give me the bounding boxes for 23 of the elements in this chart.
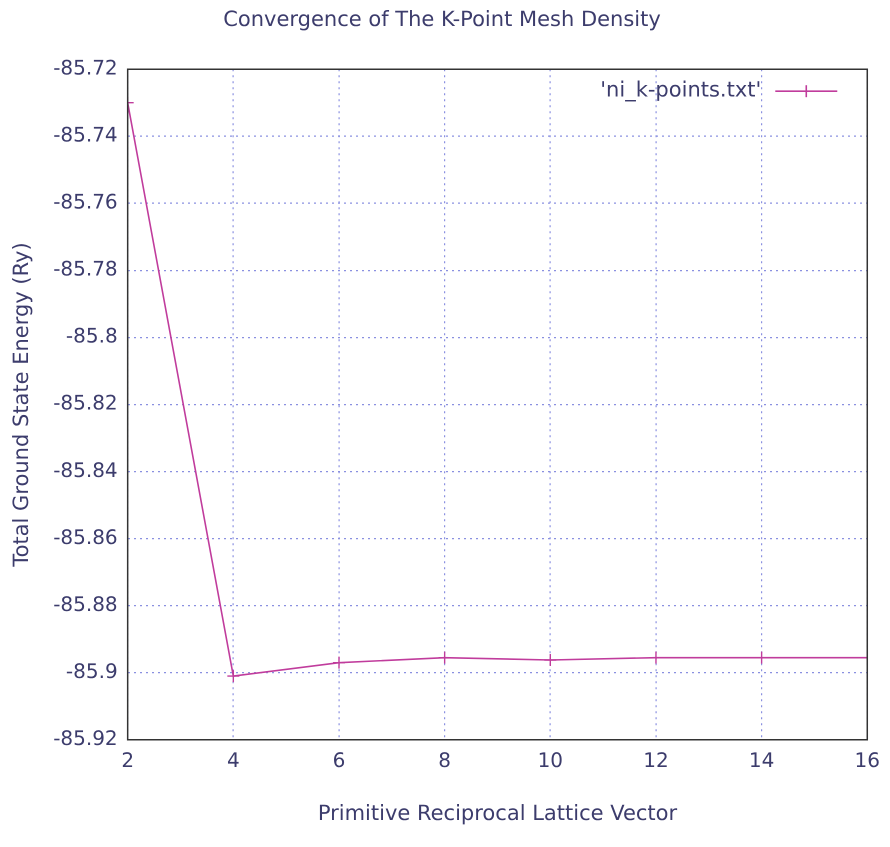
x-tick-label: 2 bbox=[121, 748, 134, 772]
y-tick-label: -85.74 bbox=[53, 122, 118, 146]
y-tick-label: -85.84 bbox=[53, 458, 118, 482]
y-tick-label: -85.92 bbox=[53, 726, 118, 750]
y-tick-label: -85.86 bbox=[53, 524, 118, 549]
x-tick-label: 4 bbox=[226, 748, 240, 772]
x-tick-label: 8 bbox=[438, 748, 452, 772]
chart-title: Convergence of The K-Point Mesh Density bbox=[223, 7, 661, 32]
legend-label: 'ni_k-points.txt' bbox=[600, 78, 762, 102]
x-tick-label: 12 bbox=[643, 748, 669, 772]
y-tick-label: -85.76 bbox=[53, 190, 118, 214]
x-tick-label: 10 bbox=[538, 748, 564, 772]
x-tick-label: 16 bbox=[854, 748, 880, 772]
x-tick-label: 6 bbox=[332, 748, 346, 772]
y-tick-label: -85.9 bbox=[66, 658, 118, 683]
y-tick-label: -85.8 bbox=[66, 324, 118, 348]
x-tick-label: 14 bbox=[748, 748, 774, 772]
y-tick-label: -85.88 bbox=[53, 592, 118, 616]
x-axis-title: Primitive Reciprocal Lattice Vector bbox=[318, 800, 678, 825]
y-tick-label: -85.78 bbox=[53, 256, 118, 281]
y-tick-label: -85.82 bbox=[53, 390, 118, 415]
y-tick-label: -85.72 bbox=[53, 55, 118, 80]
y-axis-title: Total Ground State Energy (Ry) bbox=[9, 242, 34, 568]
